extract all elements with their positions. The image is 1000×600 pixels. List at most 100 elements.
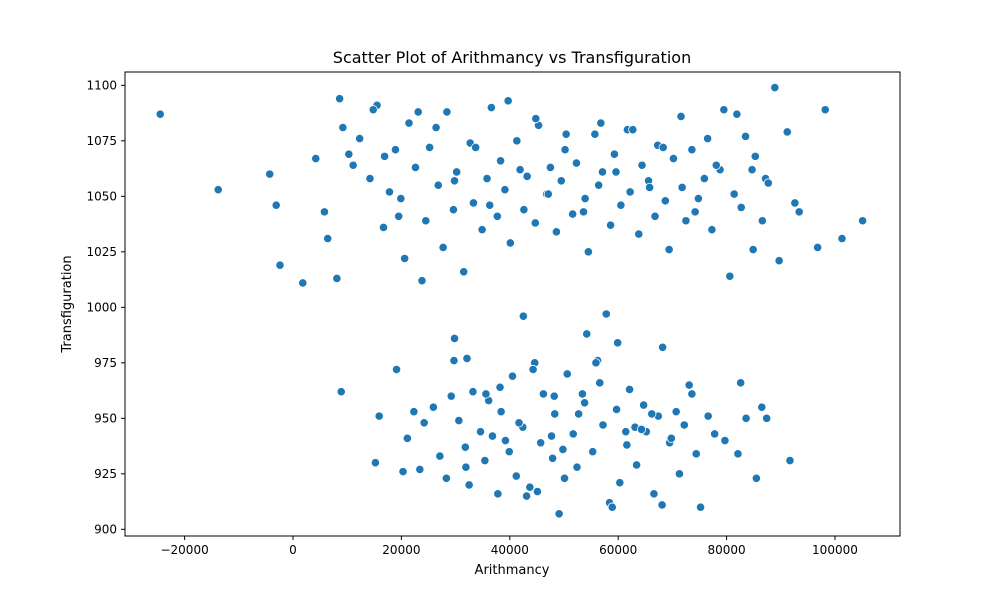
data-point (521, 491, 532, 501)
data-point (598, 420, 608, 430)
data-point (607, 502, 617, 512)
data-point (568, 429, 578, 439)
data-point (271, 200, 281, 210)
data-point (757, 216, 767, 226)
data-point (468, 198, 479, 208)
data-point (736, 202, 746, 213)
data-point (560, 145, 570, 155)
data-point (419, 418, 429, 428)
data-point (625, 187, 635, 197)
data-point (785, 455, 795, 466)
data-point (634, 229, 644, 239)
data-point (549, 391, 559, 401)
x-tick-label: 40000 (491, 543, 529, 557)
data-point (528, 364, 538, 375)
data-point (770, 82, 780, 93)
data-point (595, 378, 605, 388)
data-point (402, 433, 412, 443)
chart-title: Scatter Plot of Arithmancy vs Transfigur… (333, 48, 691, 67)
data-point (691, 449, 701, 459)
data-point (543, 189, 553, 199)
data-point (725, 271, 735, 281)
data-point (481, 389, 491, 399)
data-point (628, 125, 638, 135)
data-point (550, 409, 560, 419)
data-point (858, 216, 868, 226)
data-point (732, 109, 742, 119)
data-point (637, 160, 647, 170)
data-point (449, 176, 460, 186)
data-point (431, 122, 441, 133)
data-point (265, 169, 275, 179)
data-point (649, 489, 659, 499)
data-point (378, 222, 389, 233)
data-point (480, 455, 490, 466)
data-point (421, 216, 431, 226)
x-axis-label: Arithmancy (475, 563, 550, 578)
data-point (449, 333, 460, 344)
data-point (645, 182, 655, 193)
data-point (546, 431, 557, 441)
data-point (710, 429, 720, 439)
data-point (390, 145, 401, 155)
x-tick-label: 100000 (812, 543, 858, 557)
data-point (554, 509, 564, 519)
data-points (155, 82, 868, 519)
axis-ticks: −20000 0 20000 40000 60000 80000 100000 900 925 9… (86, 78, 857, 557)
data-point (493, 489, 503, 499)
data-point (504, 447, 514, 457)
data-point (275, 260, 285, 270)
data-point (500, 185, 510, 195)
data-point (647, 409, 657, 419)
data-point (413, 107, 423, 117)
data-point (750, 151, 760, 161)
data-point (590, 129, 600, 139)
data-point (438, 242, 448, 252)
data-point (477, 225, 487, 235)
data-point (666, 433, 676, 443)
data-point (733, 449, 743, 459)
data-point (687, 389, 697, 399)
data-point (536, 438, 546, 448)
data-point (588, 447, 598, 457)
data-point (379, 151, 390, 161)
data-point (449, 356, 459, 366)
data-point (417, 276, 427, 286)
data-point (574, 409, 584, 419)
data-point (365, 173, 375, 184)
data-point (751, 473, 761, 483)
data-point (621, 427, 631, 437)
data-point (518, 311, 528, 321)
data-point (763, 178, 773, 188)
data-point (442, 107, 452, 117)
data-point (433, 180, 443, 190)
data-point (514, 418, 524, 428)
data-point (384, 187, 395, 197)
data-point (711, 160, 721, 170)
y-tick-label: 950 (94, 411, 117, 425)
data-point (519, 205, 529, 215)
data-point (462, 353, 472, 363)
data-point (693, 193, 703, 204)
data-point (486, 102, 496, 113)
data-point (464, 480, 474, 490)
data-point (747, 165, 757, 175)
data-point (409, 407, 419, 417)
data-point (741, 413, 751, 423)
data-point (515, 165, 525, 175)
data-point (468, 387, 478, 397)
data-point (323, 233, 333, 244)
data-point (577, 389, 588, 399)
data-point (699, 173, 709, 184)
data-point (636, 424, 647, 435)
data-point (622, 440, 632, 450)
data-point (446, 391, 456, 401)
data-point (396, 193, 406, 204)
y-axis-label: Transfiguration (60, 255, 75, 353)
data-point (794, 207, 804, 217)
data-point (624, 384, 635, 395)
data-point (613, 338, 623, 348)
data-point (658, 142, 668, 153)
data-point (335, 94, 345, 104)
